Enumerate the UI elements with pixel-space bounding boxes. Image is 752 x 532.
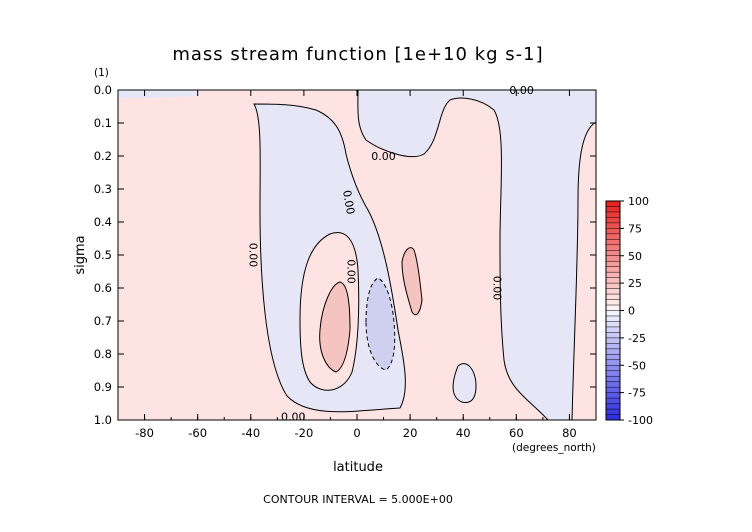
negative-region-north-upper	[357, 90, 596, 420]
x-tick-label: 0	[353, 426, 360, 440]
y-tick-label: 0.2	[94, 149, 112, 163]
colorbar-label: 50	[628, 250, 642, 263]
x-tick-label: -60	[188, 426, 207, 440]
x-units-label: (degrees_north)	[512, 442, 596, 454]
colorbar: 100 75 50 25 0 -25 -50 -75 -100	[605, 195, 653, 427]
y-tick-label: 0.1	[94, 116, 112, 130]
colorbar-segment	[606, 310, 620, 317]
colorbar-segment	[606, 261, 620, 267]
negative-region-small-north	[452, 363, 477, 403]
contour-interval-note: CONTOUR INTERVAL = 5.000E+00	[263, 493, 453, 506]
colorbar-segment	[606, 233, 620, 240]
colorbar-label: 0	[628, 305, 635, 318]
colorbar-segment	[606, 359, 620, 366]
negative-region-top-left	[118, 90, 200, 98]
colorbar-segment	[606, 403, 620, 410]
colorbar-segment	[606, 239, 620, 246]
y-tick-label: 0.8	[94, 347, 112, 361]
x-tick-label: -40	[241, 426, 260, 440]
colorbar-segment	[606, 206, 620, 213]
colorbar-segment	[606, 222, 620, 229]
contour-label: 0.00	[371, 150, 396, 163]
contour-label: 0.00	[281, 411, 306, 424]
y-tick-label: 0.7	[94, 314, 112, 328]
colorbar-label: -75	[628, 387, 646, 400]
colorbar-label: -50	[628, 359, 646, 372]
colorbar-segment	[606, 201, 620, 207]
colorbar-segment	[606, 228, 620, 235]
colorbar-segment	[606, 343, 620, 350]
colorbar-segment	[606, 250, 620, 257]
x-tick-label: 80	[562, 426, 577, 440]
colorbar-segment	[606, 244, 620, 251]
colorbar-segment	[606, 354, 620, 361]
y-axis-title: sigma	[73, 235, 88, 274]
y-tick-label: 1.0	[94, 413, 112, 427]
colorbar-segment	[606, 217, 620, 224]
x-tick-label: -80	[135, 426, 154, 440]
contour-label: 0.00	[509, 84, 534, 97]
colorbar-segment	[606, 294, 620, 300]
negative-core	[365, 277, 396, 371]
y-tick-label: 0.0	[94, 83, 112, 97]
colorbar-segment	[606, 332, 620, 339]
positive-core-right	[401, 247, 423, 316]
colorbar-segment	[606, 392, 620, 399]
y-units-label: (1)	[94, 67, 109, 79]
x-tick-label: 60	[509, 426, 524, 440]
colorbar-segment	[606, 272, 620, 278]
colorbar-segment	[606, 414, 620, 421]
colorbar-segment	[606, 288, 620, 295]
y-tick-label: 0.6	[94, 281, 112, 295]
colorbar-segment	[606, 266, 620, 273]
colorbar-segment	[606, 409, 620, 415]
y-tick-label: 0.9	[94, 380, 112, 394]
colorbar-segment	[606, 370, 620, 377]
positive-core-left	[319, 281, 351, 373]
colorbar-segment	[606, 321, 620, 328]
contour-label: 0.00	[340, 189, 357, 215]
x-tick-label: 40	[456, 426, 471, 440]
colorbar-segment	[606, 305, 620, 311]
x-axis-title: latitude	[333, 460, 383, 475]
colorbar-segment	[606, 398, 620, 404]
colorbar-segment	[606, 255, 620, 262]
x-tick-label: 20	[403, 426, 418, 440]
contour-label: 0.00	[246, 243, 259, 268]
colorbar-label: -100	[628, 414, 653, 427]
colorbar-segment	[606, 211, 620, 218]
colorbar-segment	[606, 381, 620, 388]
x-tick-label: -20	[294, 426, 313, 440]
chart-title: mass stream function [1e+10 kg s-1]	[172, 44, 543, 65]
colorbar-segment	[606, 365, 620, 372]
colorbar-segment	[606, 337, 620, 344]
colorbar-segment	[606, 283, 620, 289]
colorbar-segment	[606, 277, 620, 284]
colorbar-label: 25	[628, 277, 642, 290]
contour-label: 0.00	[491, 276, 504, 301]
y-tick-label: 0.3	[94, 182, 112, 196]
colorbar-segment	[606, 315, 620, 322]
y-tick-label: 0.5	[94, 248, 112, 262]
colorbar-label: 75	[628, 222, 642, 235]
y-tick-label: 0.4	[94, 215, 112, 229]
colorbar-segment	[606, 326, 620, 333]
colorbar-segment	[606, 299, 620, 306]
colorbar-label: 100	[628, 195, 649, 208]
colorbar-segment	[606, 387, 620, 393]
colorbar-segment	[606, 348, 620, 355]
colorbar-segment	[606, 376, 620, 382]
contour-label: 0.00	[345, 259, 358, 284]
colorbar-label: -25	[628, 332, 646, 345]
